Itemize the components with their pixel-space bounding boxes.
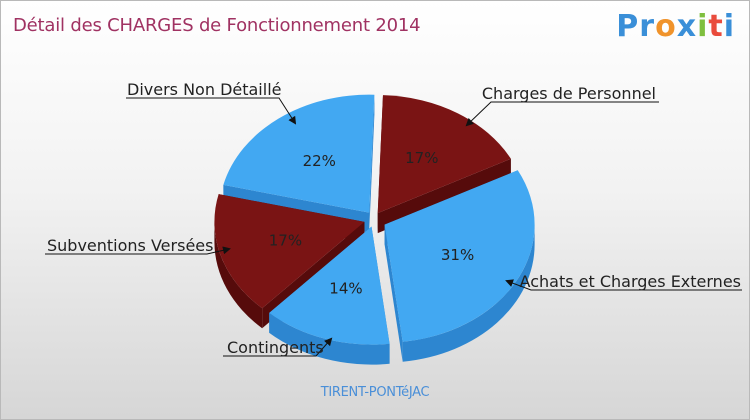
leader-line <box>505 279 742 291</box>
proxiti-logo[interactable]: Proxiti <box>616 9 735 44</box>
leader-line <box>223 337 333 357</box>
category-label: Divers Non Détaillé <box>127 80 281 99</box>
category-label: Charges de Personnel <box>482 84 656 103</box>
slice-charges-de-personnel <box>377 95 511 214</box>
pct-label: 22% <box>303 152 336 170</box>
leader-line <box>126 97 297 125</box>
logo-letter: P <box>616 9 640 44</box>
slice-outer-wall <box>214 221 263 329</box>
slice-divers-non-d-taill- <box>223 94 375 213</box>
pct-label: 31% <box>441 246 474 264</box>
slice-contingents <box>269 226 390 345</box>
category-label: Subventions Versées <box>47 236 213 255</box>
logo-letter: o <box>655 9 677 44</box>
pct-label: 17% <box>405 149 438 167</box>
slice-outer-wall <box>402 224 535 362</box>
category-label: Contingents <box>227 338 324 357</box>
logo-letter: r <box>639 9 656 44</box>
category-label: Achats et Charges Externes <box>520 272 741 291</box>
logo-letter: x <box>676 9 698 44</box>
slice-subventions-vers-es <box>214 194 365 309</box>
pct-label: 17% <box>269 232 302 250</box>
slice-achats-et-charges-externes <box>384 170 535 342</box>
leader-line <box>465 101 659 127</box>
leader-line <box>45 246 231 255</box>
slice-cut-wall <box>384 224 403 362</box>
pct-label: 14% <box>329 279 362 297</box>
logo-letter: i <box>697 9 709 44</box>
slice-cut-wall <box>369 94 375 233</box>
slice-outer-wall <box>269 312 390 365</box>
chart-title: Détail des CHARGES de Fonctionnement 201… <box>13 15 421 36</box>
logo-letter: i <box>723 9 735 44</box>
logo-letter: t <box>708 9 724 44</box>
commune-name: TIRENT-PONTéJAC <box>320 385 430 400</box>
